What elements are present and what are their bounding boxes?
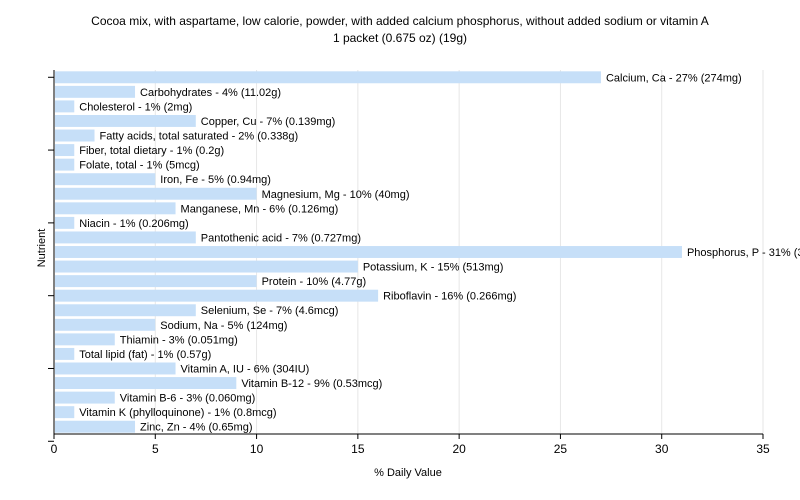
bar [55, 347, 75, 360]
bar-value-label: Protein - 10% (4.77g) [262, 276, 367, 288]
bar [55, 71, 601, 84]
bar-value-label: Iron, Fe - 5% (0.94mg) [160, 174, 271, 186]
bar [55, 246, 682, 258]
bar [55, 158, 75, 171]
bar-value-label: Vitamin A, IU - 6% (304IU) [181, 363, 310, 375]
bar [55, 377, 237, 390]
y-axis-label: Nutrient [36, 229, 48, 268]
bar-value-label: Folate, total - 1% (5mcg) [79, 160, 199, 172]
chart-subtitle: 1 packet (0.675 oz) (19g) [332, 31, 468, 45]
bar-value-label: Vitamin K (phylloquinone) - 1% (0.8mcg) [79, 407, 276, 419]
bar-value-label: Manganese, Mn - 6% (0.126mg) [181, 203, 339, 215]
bar-value-label: Riboflavin - 16% (0.266mg) [383, 291, 516, 303]
bar [55, 289, 379, 302]
x-tick-label: 20 [452, 442, 466, 456]
x-tick-label: 0 [51, 442, 58, 456]
bar [55, 318, 156, 331]
bar [55, 333, 115, 346]
bar [55, 406, 75, 419]
x-tick-label: 30 [655, 442, 669, 456]
bar-value-label: Pantothenic acid - 7% (0.727mg) [201, 232, 361, 244]
bar-value-label: Thiamin - 3% (0.051mg) [120, 334, 238, 346]
x-tick-label: 5 [152, 442, 159, 456]
bar [55, 202, 176, 215]
bar-value-label: Cholesterol - 1% (2mg) [79, 101, 192, 113]
x-tick-label: 15 [351, 442, 365, 456]
bar [55, 216, 75, 229]
bar [55, 231, 196, 244]
bar-value-label: Fatty acids, total saturated - 2% (0.338… [100, 131, 299, 143]
bar-value-label: Vitamin B-6 - 3% (0.060mg) [120, 393, 256, 405]
bar-value-label: Total lipid (fat) - 1% (0.57g) [79, 349, 211, 361]
chart-title: Cocoa mix, with aspartame, low calorie, … [91, 14, 709, 28]
bar [55, 304, 196, 317]
x-tick-label: 25 [554, 442, 568, 456]
bar-value-label: Sodium, Na - 5% (124mg) [160, 320, 287, 332]
bar [55, 362, 176, 375]
bar [55, 129, 95, 142]
bar-value-label: Calcium, Ca - 27% (274mg) [606, 72, 742, 84]
bar-value-label: Magnesium, Mg - 10% (40mg) [262, 189, 410, 201]
bar [55, 260, 358, 273]
x-tick-label: 10 [250, 442, 264, 456]
bar-value-label: Vitamin B-12 - 9% (0.53mcg) [241, 378, 382, 390]
bar [55, 420, 136, 433]
bar [55, 391, 115, 404]
bar-value-label: Zinc, Zn - 4% (0.65mg) [140, 422, 252, 434]
bar-value-label: Phosphorus, P - 31% (310mg) [687, 247, 800, 259]
bar [55, 100, 75, 113]
bar-value-label: Selenium, Se - 7% (4.6mcg) [201, 305, 339, 317]
bar [55, 85, 136, 98]
x-tick-label: 35 [756, 442, 770, 456]
bar [55, 187, 257, 200]
bar [55, 114, 196, 127]
bar-layer: Calcium, Ca - 27% (274mg) Carbohydrates -… [55, 71, 800, 434]
bar [55, 275, 257, 288]
bar [55, 144, 75, 157]
bar-value-label: Copper, Cu - 7% (0.139mg) [201, 116, 336, 128]
axis-layer: 0 5 10 15 20 25 30 35 [48, 70, 770, 456]
x-axis-label: % Daily Value [374, 467, 442, 479]
bar-value-label: Fiber, total dietary - 1% (0.2g) [79, 145, 224, 157]
bar [55, 173, 156, 186]
bar-value-label: Niacin - 1% (0.206mg) [79, 218, 188, 230]
bar-value-label: Potassium, K - 15% (513mg) [363, 262, 504, 274]
bar-value-label: Carbohydrates - 4% (11.02g) [140, 87, 281, 99]
